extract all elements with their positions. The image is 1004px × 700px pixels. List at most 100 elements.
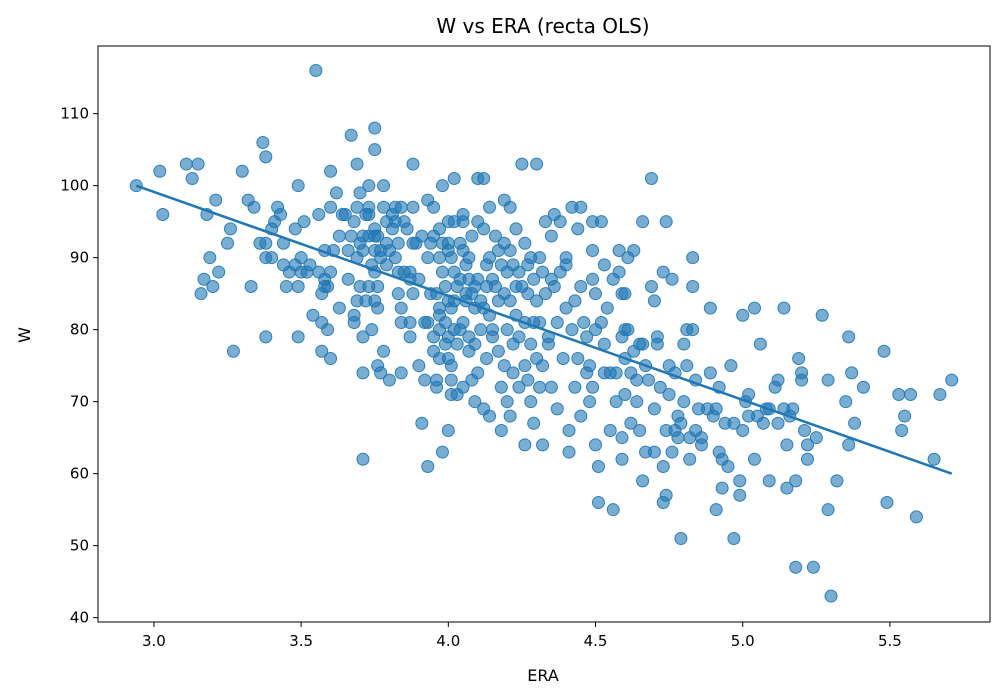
data-point [444,373,458,387]
data-point [483,409,497,423]
data-point [786,402,800,416]
x-tick-label: 3.0 [142,632,166,650]
data-point [800,452,814,466]
data-point [247,200,261,214]
data-point [497,359,511,373]
data-point [644,171,658,185]
data-point [686,279,700,293]
data-point [597,258,611,272]
data-point [503,200,517,214]
data-point [845,366,859,380]
data-point [527,272,541,286]
data-point [677,395,691,409]
data-point [324,200,338,214]
data-point [500,323,514,337]
data-point [309,63,323,77]
data-point [509,222,523,236]
data-point [824,589,838,603]
data-point [565,323,579,337]
data-point [821,373,835,387]
data-point [562,423,576,437]
data-point [709,503,723,517]
data-point [636,474,650,488]
data-point [662,387,676,401]
data-point [362,200,376,214]
x-tick-label: 5.5 [878,632,902,650]
data-point [547,279,561,293]
data-point [368,143,382,157]
data-point [324,164,338,178]
data-point [780,438,794,452]
data-point [600,301,614,315]
data-point [491,344,505,358]
data-point [586,272,600,286]
y-tick-label: 70 [70,393,89,411]
data-point [391,236,405,250]
data-point [680,359,694,373]
data-point [468,395,482,409]
data-point [221,236,235,250]
data-point [332,301,346,315]
data-point [842,438,856,452]
data-point [842,330,856,344]
data-point [474,323,488,337]
data-point [647,445,661,459]
data-point [321,279,335,293]
data-point [533,251,547,265]
data-point [315,344,329,358]
data-point [235,164,249,178]
data-point [594,315,608,329]
data-point [574,409,588,423]
data-point [574,200,588,214]
data-point [518,359,532,373]
data-point [544,229,558,243]
data-point [477,222,491,236]
data-point [589,287,603,301]
data-point [512,330,526,344]
data-point [324,265,338,279]
data-point [297,215,311,229]
data-point [815,308,829,322]
data-point [550,315,564,329]
data-point [571,222,585,236]
data-point [444,359,458,373]
data-point [609,366,623,380]
data-point [377,344,391,358]
data-point [733,488,747,502]
data-point [353,186,367,200]
data-point [709,402,723,416]
data-point [368,121,382,135]
data-point [789,474,803,488]
data-point [530,157,544,171]
fit-line-group [135,184,953,475]
data-point [780,481,794,495]
data-point [259,150,273,164]
data-point [477,171,491,185]
data-point [371,301,385,315]
data-point [274,207,288,221]
data-point [536,265,550,279]
data-point [703,301,717,315]
data-point [630,373,644,387]
data-point [203,251,217,265]
data-point [533,380,547,394]
data-point [721,459,735,473]
data-point [733,474,747,488]
data-point [518,236,532,250]
data-point [659,215,673,229]
data-point [724,359,738,373]
data-point [771,373,785,387]
data-point [356,366,370,380]
data-point [438,279,452,293]
data-point [762,474,776,488]
data-point [621,323,635,337]
data-point [586,243,600,257]
data-point [435,445,449,459]
data-point [630,395,644,409]
data-point [612,243,626,257]
data-point [591,459,605,473]
data-point [291,279,305,293]
y-tick-label: 110 [60,105,89,123]
data-point [356,452,370,466]
data-point [462,251,476,265]
